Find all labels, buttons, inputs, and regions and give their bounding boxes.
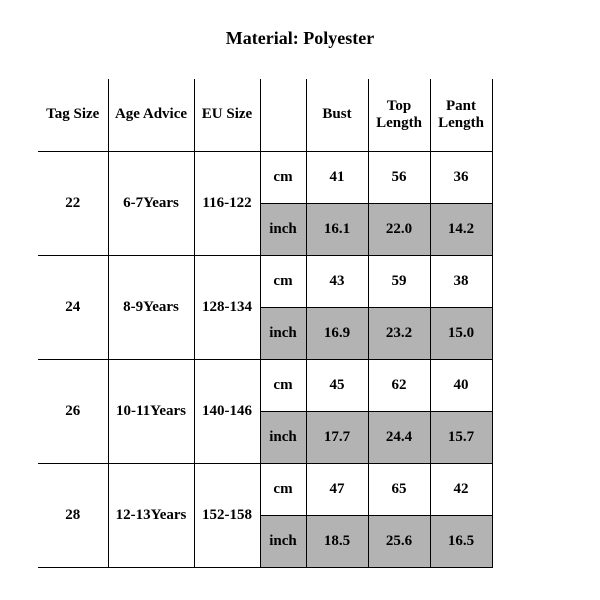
cell-pant-length: 16.5 xyxy=(430,515,492,567)
cell-pant-length: 14.2 xyxy=(430,203,492,255)
cell-top-length: 59 xyxy=(368,255,430,307)
cell-unit-cm: cm xyxy=(260,151,306,203)
cell-tag-size: 24 xyxy=(38,255,108,359)
cell-unit-cm: cm xyxy=(260,359,306,411)
cell-top-length: 24.4 xyxy=(368,411,430,463)
col-unit xyxy=(260,79,306,151)
cell-top-length: 22.0 xyxy=(368,203,430,255)
cell-bust: 16.1 xyxy=(306,203,368,255)
cell-bust: 45 xyxy=(306,359,368,411)
cell-pant-length: 15.0 xyxy=(430,307,492,359)
cell-age-advice: 6-7Years xyxy=(108,151,194,255)
cell-age-advice: 8-9Years xyxy=(108,255,194,359)
cell-eu-size: 116-122 xyxy=(194,151,260,255)
table-row: 26 10-11Years 140-146 cm 45 62 40 xyxy=(38,359,492,411)
cell-unit-inch: inch xyxy=(260,515,306,567)
cell-bust: 43 xyxy=(306,255,368,307)
col-eu-size: EU Size xyxy=(194,79,260,151)
cell-top-length: 25.6 xyxy=(368,515,430,567)
cell-bust: 16.9 xyxy=(306,307,368,359)
table-row: 22 6-7Years 116-122 cm 41 56 36 xyxy=(38,151,492,203)
col-tag-size: Tag Size xyxy=(38,79,108,151)
cell-pant-length: 36 xyxy=(430,151,492,203)
col-top-length: Top Length xyxy=(368,79,430,151)
cell-bust: 47 xyxy=(306,463,368,515)
cell-eu-size: 140-146 xyxy=(194,359,260,463)
cell-unit-inch: inch xyxy=(260,411,306,463)
cell-bust: 41 xyxy=(306,151,368,203)
cell-eu-size: 152-158 xyxy=(194,463,260,567)
cell-age-advice: 12-13Years xyxy=(108,463,194,567)
table-row: 28 12-13Years 152-158 cm 47 65 42 xyxy=(38,463,492,515)
cell-tag-size: 28 xyxy=(38,463,108,567)
col-pant-length: Pant Length xyxy=(430,79,492,151)
cell-bust: 17.7 xyxy=(306,411,368,463)
page: Material: Polyester Tag Size Age Advice … xyxy=(0,0,600,600)
cell-pant-length: 15.7 xyxy=(430,411,492,463)
cell-age-advice: 10-11Years xyxy=(108,359,194,463)
col-age-advice: Age Advice xyxy=(108,79,194,151)
table-row: 24 8-9Years 128-134 cm 43 59 38 xyxy=(38,255,492,307)
cell-unit-cm: cm xyxy=(260,463,306,515)
cell-unit-inch: inch xyxy=(260,307,306,359)
cell-pant-length: 40 xyxy=(430,359,492,411)
cell-bust: 18.5 xyxy=(306,515,368,567)
cell-eu-size: 128-134 xyxy=(194,255,260,359)
cell-top-length: 56 xyxy=(368,151,430,203)
material-title: Material: Polyester xyxy=(0,28,600,49)
cell-top-length: 23.2 xyxy=(368,307,430,359)
cell-top-length: 62 xyxy=(368,359,430,411)
cell-tag-size: 26 xyxy=(38,359,108,463)
cell-pant-length: 38 xyxy=(430,255,492,307)
table-header-row: Tag Size Age Advice EU Size Bust Top Len… xyxy=(38,79,492,151)
cell-pant-length: 42 xyxy=(430,463,492,515)
size-table: Tag Size Age Advice EU Size Bust Top Len… xyxy=(38,79,493,568)
cell-tag-size: 22 xyxy=(38,151,108,255)
cell-unit-cm: cm xyxy=(260,255,306,307)
cell-top-length: 65 xyxy=(368,463,430,515)
col-bust: Bust xyxy=(306,79,368,151)
cell-unit-inch: inch xyxy=(260,203,306,255)
